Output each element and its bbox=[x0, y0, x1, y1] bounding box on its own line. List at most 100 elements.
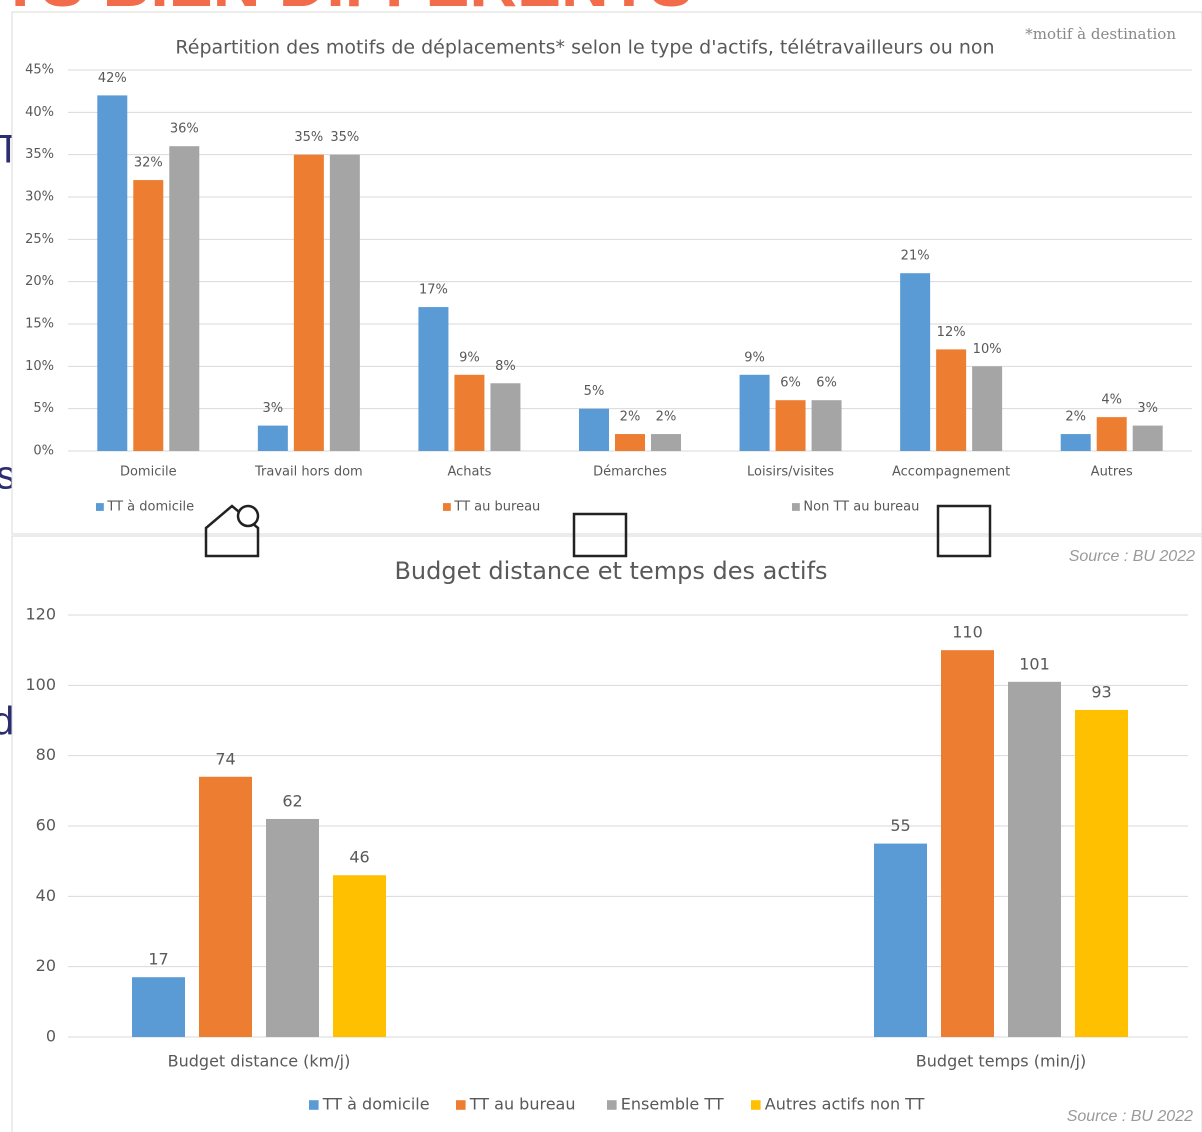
bar bbox=[266, 818, 319, 1037]
value-label: 9% bbox=[744, 350, 765, 365]
legend-label: TT à domicile bbox=[106, 500, 194, 515]
value-label: 55 bbox=[890, 816, 910, 835]
bar bbox=[333, 875, 386, 1037]
legend-label: TT au bureau bbox=[469, 1095, 576, 1114]
source: Source : BU 2022 bbox=[1067, 1108, 1193, 1125]
note: *motif à destination bbox=[1025, 25, 1176, 43]
y-tick-label: 15% bbox=[25, 317, 54, 332]
bar bbox=[739, 374, 770, 451]
chart-title: Répartition des motifs de déplacements* … bbox=[175, 37, 994, 59]
bar bbox=[578, 408, 609, 451]
source: Source : BU 2022 bbox=[1069, 548, 1195, 565]
bar bbox=[900, 273, 931, 451]
bar bbox=[169, 146, 200, 451]
y-tick-label: 45% bbox=[25, 63, 54, 78]
value-label: 42% bbox=[98, 71, 127, 86]
x-tick-label: Budget distance (km/j) bbox=[168, 1052, 351, 1071]
bar bbox=[1060, 434, 1091, 451]
x-tick-label: Autres bbox=[1091, 465, 1133, 480]
legend-label: Non TT au bureau bbox=[803, 500, 919, 515]
bar bbox=[811, 400, 842, 451]
fragment: d bbox=[0, 700, 14, 744]
value-label: 8% bbox=[495, 359, 516, 374]
y-tick-label: 0% bbox=[33, 444, 54, 459]
bar bbox=[972, 366, 1003, 451]
bar bbox=[1008, 681, 1061, 1037]
y-tick-label: 25% bbox=[25, 232, 54, 247]
y-tick-label: 30% bbox=[25, 190, 54, 205]
value-label: 17 bbox=[148, 950, 168, 969]
y-tick-label: 60 bbox=[36, 816, 56, 835]
legend-label: Ensemble TT bbox=[621, 1095, 724, 1114]
bar bbox=[1096, 417, 1127, 451]
y-tick-label: 5% bbox=[33, 401, 54, 416]
bar bbox=[257, 425, 288, 451]
bar bbox=[293, 154, 324, 451]
value-label: 101 bbox=[1019, 654, 1050, 673]
value-label: 10% bbox=[973, 342, 1002, 357]
value-label: 17% bbox=[419, 283, 448, 298]
value-label: 5% bbox=[584, 384, 605, 399]
value-label: 110 bbox=[952, 623, 983, 642]
bar bbox=[199, 776, 252, 1037]
y-tick-label: 120 bbox=[25, 605, 56, 624]
legend-swatch bbox=[96, 503, 104, 511]
bar bbox=[874, 843, 927, 1037]
value-label: 35% bbox=[330, 130, 359, 145]
icon bbox=[204, 504, 992, 558]
x-tick-label: Domicile bbox=[120, 465, 177, 480]
bar bbox=[418, 307, 449, 451]
x-tick-label: Budget temps (min/j) bbox=[916, 1052, 1086, 1071]
y-tick-label: 100 bbox=[25, 675, 56, 694]
value-label: 93 bbox=[1091, 682, 1111, 701]
x-tick-label: Loisirs/visites bbox=[747, 465, 834, 480]
bar bbox=[454, 374, 485, 451]
legend-swatch bbox=[751, 1100, 761, 1110]
bar bbox=[1132, 425, 1163, 451]
value-label: 3% bbox=[1137, 401, 1158, 416]
bar bbox=[1075, 709, 1128, 1037]
x-tick-label: Démarches bbox=[593, 465, 667, 480]
bar bbox=[133, 180, 164, 452]
y-tick-label: 20% bbox=[25, 274, 54, 289]
bar bbox=[650, 434, 681, 451]
x-tick-label: Achats bbox=[447, 465, 491, 480]
bar bbox=[132, 977, 185, 1037]
value-label: 36% bbox=[170, 122, 199, 137]
y-tick-label: 40 bbox=[36, 886, 56, 905]
value-label: 35% bbox=[294, 130, 323, 145]
legend-label: TT au bureau bbox=[453, 500, 540, 515]
y-tick-label: 20 bbox=[36, 956, 56, 975]
value-label: 46 bbox=[349, 848, 369, 867]
legend-swatch bbox=[443, 503, 451, 511]
y-tick-label: 0 bbox=[46, 1027, 56, 1046]
value-label: 74 bbox=[215, 749, 235, 768]
value-label: 4% bbox=[1101, 393, 1122, 408]
value-label: 21% bbox=[901, 249, 930, 264]
value-label: 32% bbox=[134, 156, 163, 171]
y-tick-label: 10% bbox=[25, 359, 54, 374]
chart-title: Budget distance et temps des actifs bbox=[394, 557, 827, 585]
value-label: 6% bbox=[780, 376, 801, 391]
value-label: 6% bbox=[816, 376, 837, 391]
legend-label: Autres actifs non TT bbox=[765, 1095, 925, 1114]
bar bbox=[941, 650, 994, 1037]
value-label: 2% bbox=[656, 410, 677, 425]
y-tick-label: 80 bbox=[36, 745, 56, 764]
x-tick-label: Travail hors dom bbox=[254, 465, 363, 480]
bar bbox=[936, 349, 967, 451]
value-label: 2% bbox=[620, 410, 641, 425]
bar bbox=[97, 95, 128, 452]
x-tick-label: Accompagnement bbox=[892, 465, 1010, 480]
legend-swatch bbox=[456, 1100, 466, 1110]
value-label: 3% bbox=[263, 401, 284, 416]
legend-swatch bbox=[792, 503, 800, 511]
legend-label: TT à domicile bbox=[322, 1095, 430, 1114]
legend-swatch bbox=[607, 1100, 617, 1110]
bar bbox=[775, 400, 806, 451]
bar bbox=[329, 154, 360, 451]
bar bbox=[490, 383, 521, 451]
bar bbox=[614, 434, 645, 451]
legend-swatch bbox=[309, 1100, 319, 1110]
